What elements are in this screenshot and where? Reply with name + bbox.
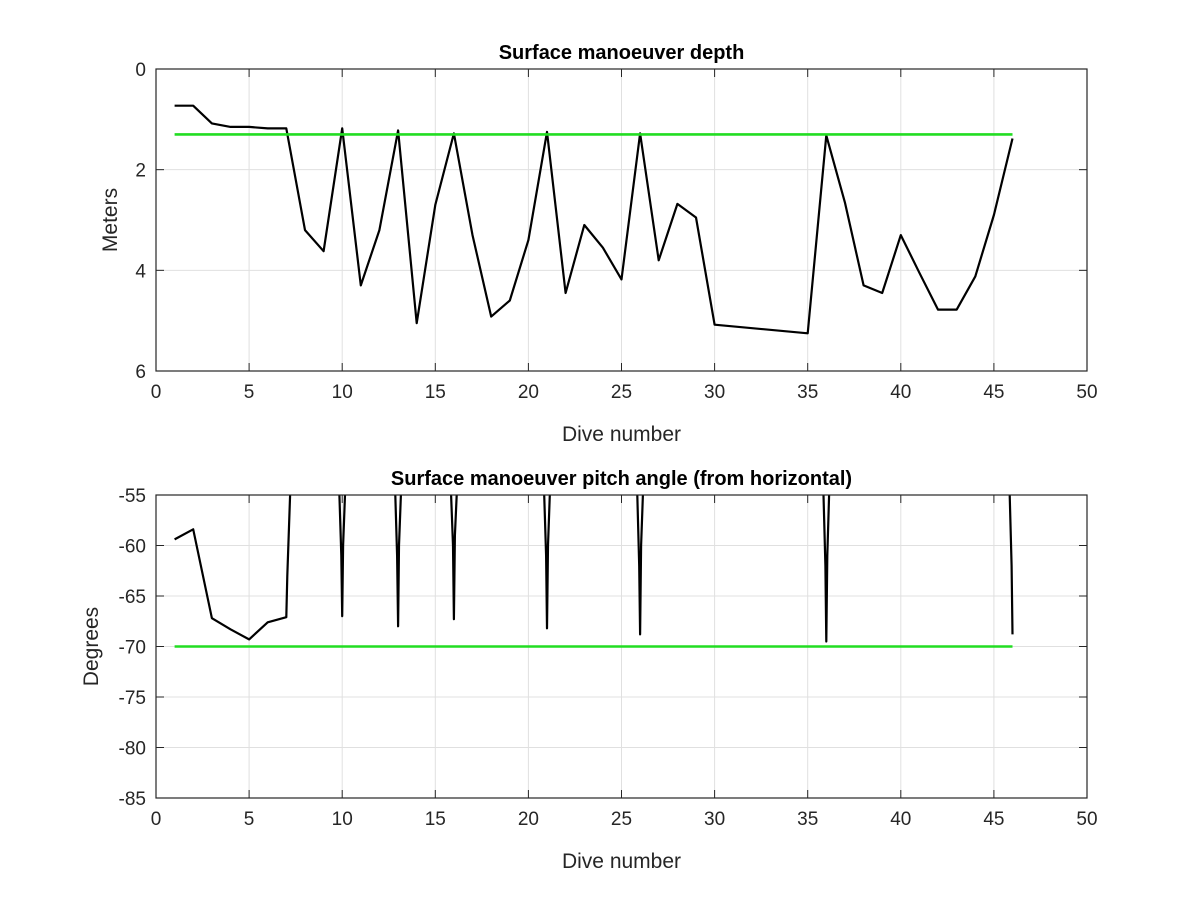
y-tick-label: -55 [119, 486, 146, 507]
depth-panel: 0 5 10 15 20 25 30 35 40 45 50 0 2 4 6 Surface manoeuve… [99, 42, 1098, 446]
x-tick-label: 5 [244, 382, 255, 403]
series-group [174, 104, 1014, 335]
y-tick-label: -65 [119, 587, 146, 608]
x-tick-label: 10 [332, 809, 353, 830]
x-tick-label: 45 [983, 382, 1004, 403]
x-axis-label: Dive number [562, 850, 681, 873]
data-series-line [174, 104, 1014, 335]
data-series-line [174, 495, 1014, 643]
x-tick-label: 0 [151, 382, 162, 403]
x-tick-label: 45 [983, 809, 1004, 830]
x-tick-label: 10 [332, 382, 353, 403]
x-tick-label: 0 [151, 809, 162, 830]
grid [155, 68, 1088, 372]
x-tick-label: 40 [890, 809, 911, 830]
y-tick-label: 6 [135, 362, 146, 383]
y-tick-label: -85 [119, 789, 146, 810]
x-tick-label: 25 [611, 809, 632, 830]
x-tick-label: 15 [425, 809, 446, 830]
x-tick-label: 30 [704, 809, 725, 830]
y-tick-label: -75 [119, 688, 146, 709]
y-tick-label: -70 [119, 638, 146, 659]
y-axis-label: Meters [99, 188, 122, 252]
x-tick-label: 50 [1076, 809, 1097, 830]
y-tick-label: 4 [135, 261, 146, 282]
y-tick-label: -80 [119, 739, 146, 760]
series-group [174, 495, 1014, 648]
x-tick-label: 35 [797, 809, 818, 830]
chart-title: Surface manoeuver depth [499, 42, 745, 64]
y-tick-label: 0 [135, 60, 146, 81]
y-axis-label: Degrees [80, 607, 103, 686]
y-tick-label: -60 [119, 537, 146, 558]
x-tick-label: 50 [1076, 382, 1097, 403]
x-tick-label: 5 [244, 809, 255, 830]
x-tick-label: 15 [425, 382, 446, 403]
pitch-panel: 0 5 10 15 20 25 30 35 40 45 50 -55 -60 -65 -70 -75 -80 -8… [80, 468, 1098, 873]
x-tick-label: 30 [704, 382, 725, 403]
chart-title: Surface manoeuver pitch angle (from hori… [391, 468, 852, 490]
x-tick-label: 20 [518, 382, 539, 403]
x-tick-label: 35 [797, 382, 818, 403]
x-axis-label: Dive number [562, 423, 681, 446]
x-tick-label: 40 [890, 382, 911, 403]
y-tick-label: 2 [135, 161, 146, 182]
x-tick-label: 20 [518, 809, 539, 830]
x-tick-label: 25 [611, 382, 632, 403]
